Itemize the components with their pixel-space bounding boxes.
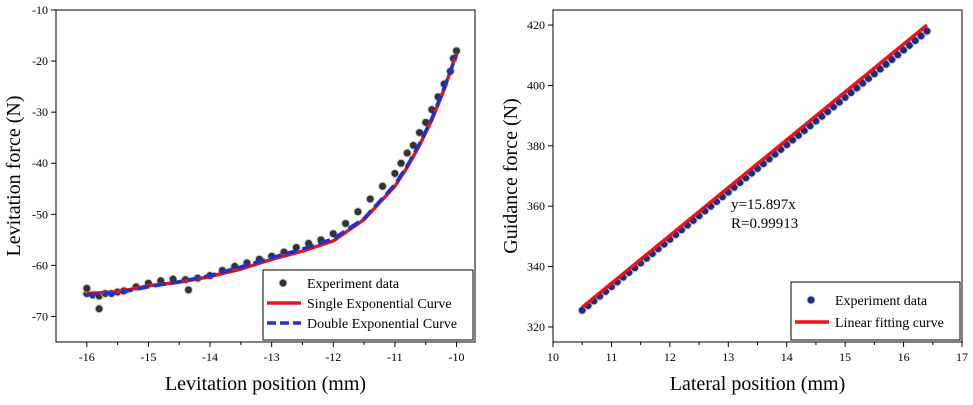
series-line [581, 23, 929, 309]
data-point [341, 219, 351, 229]
x-tick-label: 15 [839, 350, 851, 364]
chart-left: -16 -15 -14 -13 -12 -11 -10 -70 -60 -50 -40 -30 -20 -… [3, 3, 476, 395]
data-point [396, 158, 406, 168]
y-tick-label: 420 [527, 18, 545, 32]
y-tick-label: 360 [527, 199, 545, 213]
x-tick-label: -10 [449, 350, 465, 364]
legend-label: Double Exponential Curve [307, 317, 457, 332]
legend-label: Experiment data [835, 294, 928, 309]
x-tick-label: 13 [722, 350, 734, 364]
y-tick-label: -10 [32, 3, 48, 17]
legend-marker [806, 295, 816, 305]
x-tick-label: 16 [898, 350, 910, 364]
data-point [353, 207, 363, 217]
data-point [402, 148, 412, 158]
annotation-text: y=15.897x [731, 197, 796, 213]
legend-label: Single Exponential Curve [307, 297, 452, 312]
legend-marker [278, 278, 288, 288]
x-tick-label: 11 [606, 350, 618, 364]
y-axis-label: Levitation force (N) [3, 95, 25, 256]
plot-frame [55, 9, 476, 343]
y-tick-label: 320 [527, 320, 545, 334]
y-tick-label: 400 [527, 78, 545, 92]
y-tick-label: -40 [32, 156, 48, 170]
y-tick-label: 380 [527, 139, 545, 153]
series-line [86, 54, 459, 297]
x-tick-label: -14 [202, 350, 218, 364]
legend-box [790, 281, 961, 341]
x-tick-label: -13 [264, 350, 280, 364]
data-point [94, 304, 104, 314]
x-axis-label: Lateral position (mm) [670, 373, 846, 395]
y-tick-label: -20 [32, 54, 48, 68]
y-tick-label: -60 [32, 258, 48, 272]
y-axis-label: Guidance force (N) [500, 98, 522, 253]
y-tick-label: 340 [527, 260, 545, 274]
x-tick-label: -16 [79, 350, 95, 364]
data-point [82, 283, 92, 293]
x-tick-label: -15 [140, 350, 156, 364]
y-tick-label: -70 [32, 309, 48, 323]
legend-box [262, 269, 474, 341]
y-tick-label: -50 [32, 207, 48, 221]
x-tick-label: 14 [781, 350, 793, 364]
x-tick-label: 12 [664, 350, 676, 364]
data-point [378, 181, 388, 191]
x-axis-label: Levitation position (mm) [165, 373, 366, 395]
data-point [390, 168, 400, 178]
x-tick-label: 10 [547, 350, 559, 364]
legend-label: Experiment data [307, 277, 400, 292]
data-point [183, 285, 193, 295]
x-tick-label: -11 [387, 350, 403, 364]
chart-right: 10 11 12 13 14 15 16 17 320 340 360 380 400 420 Latera… [500, 9, 968, 395]
data-point [365, 194, 375, 204]
y-tick-label: -30 [32, 105, 48, 119]
annotation-text: R=0.99913 [731, 216, 798, 232]
x-tick-label: -12 [325, 350, 341, 364]
x-tick-label: 17 [956, 350, 968, 364]
legend-label: Linear fitting curve [835, 316, 944, 331]
